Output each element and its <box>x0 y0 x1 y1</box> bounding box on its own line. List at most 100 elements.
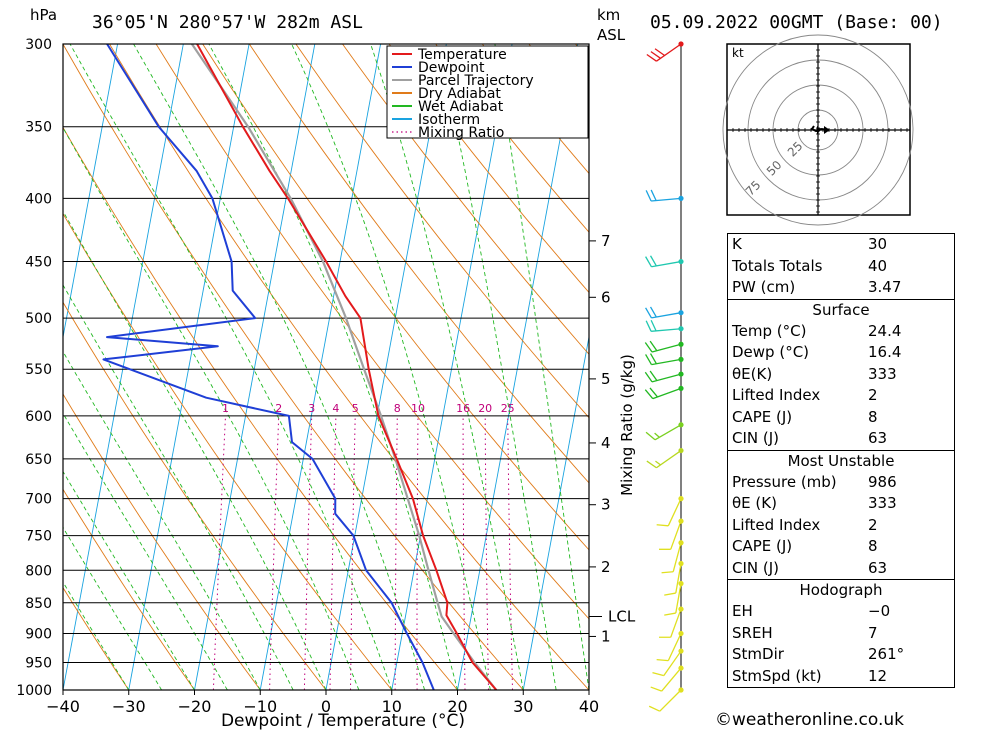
pressure-tick-label: 400 <box>25 191 52 207</box>
x-tick-label: 0 <box>321 697 331 716</box>
datetime-title: 05.09.2022 00GMT (Base: 00) <box>650 12 943 33</box>
dry-adiabat-line <box>155 44 589 620</box>
index-row: Lifted Index 2 <box>728 515 954 537</box>
mixing-ratio-label: 3 <box>308 402 315 415</box>
hodograph-title: Hodograph <box>799 581 883 599</box>
index-value: 63 <box>868 429 888 447</box>
wind-barb-half-flag <box>655 460 661 466</box>
isotherm-line <box>63 44 119 340</box>
pressure-tick-label: 500 <box>25 311 52 327</box>
wind-barb-flag <box>654 48 665 57</box>
pressure-tick-label: 300 <box>25 37 52 53</box>
index-label: SREH <box>732 623 773 642</box>
pressure-tick-label: 450 <box>25 255 52 271</box>
index-row: StmDir 261° <box>728 644 954 666</box>
isotherm-line <box>259 44 382 690</box>
wind-barb-half-flag <box>654 432 660 438</box>
wind-barb-flag <box>645 190 652 202</box>
index-label: K <box>732 235 742 253</box>
isotherm-line <box>194 44 316 690</box>
legend-label: Dry Adiabat <box>418 86 501 102</box>
x-tick-label: 40 <box>579 697 599 716</box>
mixing-ratio-line <box>303 415 313 690</box>
index-row: Dewp (°C) 16.4 <box>728 342 954 364</box>
x-tick-label: 10 <box>382 697 402 716</box>
dry-adiabat-line <box>388 44 589 294</box>
legend-box <box>386 45 589 139</box>
wet-adiabat-line <box>133 44 426 690</box>
wind-barb <box>648 687 684 712</box>
wet-adiabat-line <box>63 526 162 690</box>
index-label: Temp (°C) <box>732 321 807 340</box>
chart-axes: 1 2 3 4 5 8 10 16 20 25 −40 −30 −20 −10 0 10 20 30 40 <box>46 402 599 716</box>
wind-barb-flag <box>646 53 657 62</box>
index-label: StmDir <box>732 645 784 663</box>
mixing-ratio-line <box>269 415 280 690</box>
legend-label: Parcel Trajectory <box>418 73 534 89</box>
wet-adiabat-line <box>63 581 130 690</box>
wind-barb-flag <box>644 342 653 353</box>
wind-barb <box>650 665 684 692</box>
wind-barb-flag <box>649 387 659 398</box>
dry-adiabat-line <box>109 44 589 690</box>
dry-adiabat-line <box>435 44 589 233</box>
wind-barb <box>664 560 684 596</box>
index-value: 2 <box>868 386 878 404</box>
index-label: CAPE (J) <box>732 407 793 426</box>
wind-barb-shaft <box>670 520 682 550</box>
lcl-label: LCL <box>608 608 636 626</box>
wet-adiabat-line <box>291 44 491 690</box>
index-row: Pressure (mb) 986 <box>728 472 954 494</box>
footer-credit[interactable]: ©weatheronline.co.uk <box>715 710 905 730</box>
wind-barb-flag <box>645 431 656 441</box>
wind-barb-shaft <box>661 667 682 692</box>
pressure-tick-label: 550 <box>25 362 52 378</box>
mixing-ratio-label: 20 <box>478 402 492 415</box>
mixing-ratio-label: 4 <box>332 402 339 415</box>
km-tick-label: 6 <box>601 288 611 306</box>
isobar-lines: 300 350 400 450 500 550 600 650 700 750 800 850 900 9… <box>16 37 589 699</box>
dry-adiabat-line <box>63 393 261 690</box>
dry-adiabat-line <box>248 44 589 484</box>
wind-barb-flag <box>645 320 652 332</box>
index-value: 30 <box>868 235 888 253</box>
index-label: Totals Totals <box>732 256 823 275</box>
index-row: CIN (J) 63 <box>728 428 954 450</box>
pressure-tick-label: 650 <box>25 452 52 468</box>
pressure-tick-label: 350 <box>25 120 52 136</box>
wind-barb-shaft <box>675 563 682 594</box>
hodograph-unit-label: kt <box>732 46 744 60</box>
wind-barb <box>659 518 684 550</box>
index-value: 333 <box>868 494 897 512</box>
wind-barb-flag <box>649 370 658 381</box>
wind-barb <box>644 370 684 383</box>
index-value: 7 <box>868 623 878 642</box>
wind-barb-shaft <box>667 498 682 527</box>
hpa-unit-label: hPa <box>30 6 57 24</box>
wind-barb-flag <box>649 353 657 365</box>
mixing-ratio-label: 1 <box>222 402 229 415</box>
indices-table: K 30 Totals Totals 40 PW (cm) 3.47 Surface Te… <box>727 233 955 688</box>
wind-barb-shaft <box>675 583 682 614</box>
wind-barb-flag <box>652 671 664 677</box>
dewpoint-line <box>102 44 435 690</box>
wind-barb-flag <box>645 256 653 268</box>
mixing-ratio-label: 5 <box>352 402 359 415</box>
wind-barb-flag <box>646 460 657 469</box>
wind-barb-flag <box>644 371 653 383</box>
mixing-ratio-line <box>507 415 513 690</box>
wind-barb-shaft <box>672 542 682 572</box>
wind-barb-flag <box>645 307 653 319</box>
isotherm-line <box>522 334 589 690</box>
hodograph-ring <box>722 34 914 226</box>
index-value: −0 <box>868 602 891 620</box>
index-label: CIN (J) <box>732 558 780 577</box>
wind-barb-flag <box>664 592 676 596</box>
x-tick-label: 30 <box>513 697 533 716</box>
mixing-ratio-line <box>329 415 337 690</box>
wind-barb-flag <box>650 686 662 692</box>
x-tick-label: −40 <box>46 697 80 716</box>
wind-barb-flag <box>650 320 657 332</box>
index-row: Totals Totals 40 <box>728 256 954 278</box>
